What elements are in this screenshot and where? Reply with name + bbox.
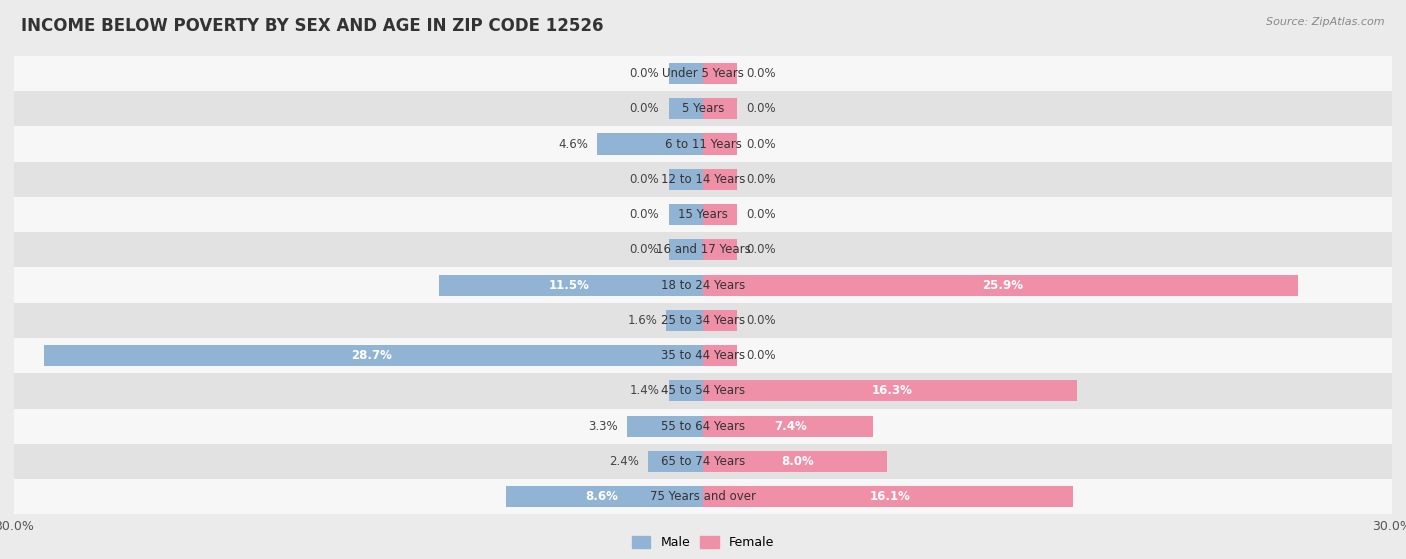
Bar — [14, 373, 1392, 409]
Text: 16.3%: 16.3% — [872, 385, 912, 397]
Text: 11.5%: 11.5% — [548, 278, 589, 292]
Bar — [648, 451, 703, 472]
Text: 16 and 17 Years: 16 and 17 Years — [655, 243, 751, 257]
Bar — [669, 169, 703, 190]
Text: 16.1%: 16.1% — [870, 490, 911, 503]
Bar — [14, 56, 1392, 91]
Bar — [598, 134, 703, 155]
Bar — [703, 98, 738, 120]
Text: 0.0%: 0.0% — [630, 243, 659, 257]
Text: 6 to 11 Years: 6 to 11 Years — [665, 138, 741, 150]
Bar — [703, 169, 738, 190]
Text: 0.0%: 0.0% — [747, 349, 776, 362]
Text: 55 to 64 Years: 55 to 64 Years — [661, 420, 745, 433]
Text: 75 Years and over: 75 Years and over — [650, 490, 756, 503]
Bar — [506, 486, 703, 507]
Bar — [14, 232, 1392, 267]
Text: Under 5 Years: Under 5 Years — [662, 67, 744, 80]
Bar — [703, 204, 738, 225]
Text: 0.0%: 0.0% — [747, 67, 776, 80]
Bar — [669, 239, 703, 260]
Bar — [703, 380, 1077, 401]
Bar — [703, 415, 873, 437]
Bar — [439, 274, 703, 296]
Bar — [627, 415, 703, 437]
Bar — [14, 303, 1392, 338]
Text: 25 to 34 Years: 25 to 34 Years — [661, 314, 745, 327]
Bar — [14, 162, 1392, 197]
Text: 0.0%: 0.0% — [630, 208, 659, 221]
Text: 5 Years: 5 Years — [682, 102, 724, 115]
Text: 7.4%: 7.4% — [773, 420, 807, 433]
Bar — [14, 479, 1392, 514]
Text: 8.6%: 8.6% — [585, 490, 619, 503]
Text: 12 to 14 Years: 12 to 14 Years — [661, 173, 745, 186]
Bar — [669, 204, 703, 225]
Bar — [14, 91, 1392, 126]
Text: 2.4%: 2.4% — [609, 455, 638, 468]
Text: 65 to 74 Years: 65 to 74 Years — [661, 455, 745, 468]
Bar — [703, 345, 738, 366]
Bar — [669, 380, 703, 401]
Bar — [666, 310, 703, 331]
Bar — [703, 274, 1298, 296]
Bar — [703, 134, 738, 155]
Text: 0.0%: 0.0% — [747, 243, 776, 257]
Bar — [14, 126, 1392, 162]
Bar — [703, 310, 738, 331]
Bar — [703, 63, 738, 84]
Bar — [14, 338, 1392, 373]
Text: 15 Years: 15 Years — [678, 208, 728, 221]
Text: 28.7%: 28.7% — [350, 349, 392, 362]
Text: INCOME BELOW POVERTY BY SEX AND AGE IN ZIP CODE 12526: INCOME BELOW POVERTY BY SEX AND AGE IN Z… — [21, 17, 603, 35]
Bar — [14, 197, 1392, 232]
Text: 0.0%: 0.0% — [747, 102, 776, 115]
Text: 3.3%: 3.3% — [588, 420, 619, 433]
Bar — [703, 239, 738, 260]
Text: 1.6%: 1.6% — [627, 314, 657, 327]
Text: 0.0%: 0.0% — [630, 173, 659, 186]
Text: 45 to 54 Years: 45 to 54 Years — [661, 385, 745, 397]
Text: 0.0%: 0.0% — [747, 314, 776, 327]
Bar — [14, 409, 1392, 444]
Bar — [703, 451, 887, 472]
Bar — [14, 444, 1392, 479]
Text: 18 to 24 Years: 18 to 24 Years — [661, 278, 745, 292]
Text: 0.0%: 0.0% — [630, 102, 659, 115]
Bar — [669, 98, 703, 120]
Text: 0.0%: 0.0% — [630, 67, 659, 80]
Legend: Male, Female: Male, Female — [631, 536, 775, 549]
Text: Source: ZipAtlas.com: Source: ZipAtlas.com — [1267, 17, 1385, 27]
Text: 4.6%: 4.6% — [558, 138, 588, 150]
Bar — [703, 486, 1073, 507]
Text: 8.0%: 8.0% — [780, 455, 814, 468]
Text: 0.0%: 0.0% — [747, 173, 776, 186]
Bar — [14, 267, 1392, 303]
Text: 25.9%: 25.9% — [983, 278, 1024, 292]
Text: 0.0%: 0.0% — [747, 208, 776, 221]
Text: 35 to 44 Years: 35 to 44 Years — [661, 349, 745, 362]
Bar — [669, 63, 703, 84]
Text: 1.4%: 1.4% — [630, 385, 659, 397]
Bar — [44, 345, 703, 366]
Text: 0.0%: 0.0% — [747, 138, 776, 150]
